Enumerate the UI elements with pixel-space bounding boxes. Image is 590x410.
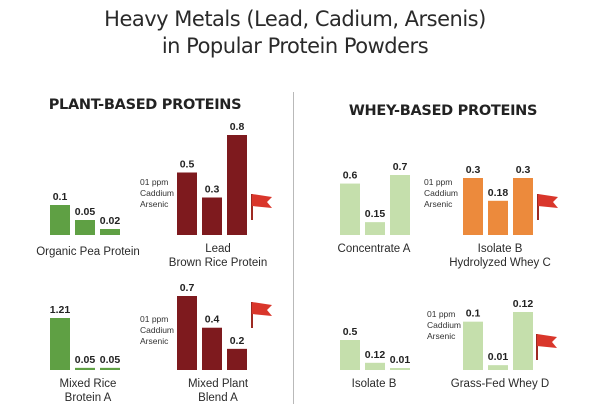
- red-flag-icon: [252, 194, 272, 208]
- bar: [50, 205, 70, 235]
- bar-value-label: 0.4: [205, 314, 220, 326]
- chart-title-line1: Heavy Metals (Lead, Cadium, Arsenis): [104, 7, 486, 31]
- bar-value-label: 0.05: [100, 354, 121, 366]
- legend-entry: 01 ppm: [424, 177, 452, 187]
- panel-caption: Organic Pea Protein: [36, 246, 140, 258]
- bar-value-label: 0.3: [516, 164, 531, 176]
- bar: [340, 183, 360, 235]
- panel-caption: Concentrate A: [338, 243, 411, 255]
- bar-value-label: 0.12: [365, 349, 386, 361]
- bar: [227, 348, 247, 370]
- section-title-plant: PLANT-BASED PROTEINS: [48, 97, 242, 113]
- bar: [227, 135, 247, 235]
- bar: [177, 172, 197, 235]
- legend-entry: Arsenic: [140, 336, 169, 346]
- bar: [50, 318, 70, 370]
- panel-caption: Grass-Fed Whey D: [451, 378, 549, 390]
- bar-value-label: 0.02: [100, 215, 121, 227]
- section-title-whey: WHEY-BASED PROTEINS: [348, 103, 538, 119]
- bar-value-label: 0.1: [466, 308, 481, 320]
- bar: [340, 340, 360, 370]
- red-flag-icon: [252, 302, 272, 316]
- bar: [365, 222, 385, 235]
- panel-caption: Lead: [205, 243, 231, 255]
- bar: [513, 178, 533, 235]
- bar: [463, 178, 483, 235]
- panel-caption: Hydrolyzed Whey C: [449, 257, 551, 269]
- legend-entry: Caddium: [427, 320, 461, 330]
- bar-value-label: 0.6: [343, 170, 358, 182]
- bar-value-label: 0.15: [365, 208, 386, 220]
- bar-value-label: 0.05: [75, 354, 96, 366]
- panel-caption: Mixed Plant: [188, 378, 249, 390]
- legend-entry: 01 ppm: [427, 309, 455, 319]
- legend-entry: Caddium: [424, 188, 458, 198]
- legend-entry: Arsenic: [140, 199, 169, 209]
- legend-entry: Arsenic: [424, 199, 453, 209]
- bar-value-label: 0.18: [488, 187, 509, 199]
- bar-value-label: 1.21: [50, 304, 71, 316]
- bar: [513, 312, 533, 370]
- bar: [100, 367, 120, 370]
- bar-value-label: 0.7: [393, 161, 408, 173]
- bar-value-label: 0.05: [75, 206, 96, 218]
- chart-title-line2: in Popular Protein Powders: [161, 34, 429, 58]
- legend-entry: Caddium: [140, 325, 174, 335]
- bar: [488, 365, 508, 370]
- legend-entry: Arsenic: [427, 331, 456, 341]
- panel-caption: Blend A: [198, 392, 238, 404]
- panel-caption: Isolate B: [352, 378, 397, 390]
- section-divider: [293, 92, 294, 404]
- bar: [390, 368, 410, 370]
- bar-value-label: 0.3: [205, 184, 220, 196]
- panel-caption: Mixed Rice: [60, 378, 117, 390]
- bar: [75, 220, 95, 235]
- panel-caption: Brotein A: [65, 392, 112, 404]
- bar-value-label: 0.1: [53, 191, 68, 203]
- bar-value-label: 0.8: [230, 121, 245, 133]
- bar-value-label: 0.5: [343, 326, 358, 338]
- panel-caption: Brown Rice Protein: [169, 257, 267, 269]
- bar: [100, 229, 120, 235]
- bar-value-label: 0.01: [488, 351, 509, 363]
- legend-entry: Caddium: [140, 188, 174, 198]
- panel-caption: Isolate B: [478, 243, 523, 255]
- bar: [202, 197, 222, 235]
- bar: [390, 175, 410, 235]
- bar-value-label: 0.7: [180, 282, 195, 294]
- red-flag-icon: [537, 334, 557, 348]
- legend-entry: 01 ppm: [140, 177, 168, 187]
- bar-value-label: 0.5: [180, 159, 195, 171]
- bar: [202, 327, 222, 370]
- legend-entry: 01 ppm: [140, 314, 168, 324]
- bar: [463, 321, 483, 370]
- bar-value-label: 0.2: [230, 335, 245, 347]
- red-flag-icon: [538, 194, 558, 208]
- bar-value-label: 0.3: [466, 164, 481, 176]
- bar-value-label: 0.12: [513, 298, 534, 310]
- bar: [488, 200, 508, 235]
- bar: [177, 296, 197, 370]
- bar-value-label: 0.01: [390, 354, 411, 366]
- bar: [365, 362, 385, 370]
- bar: [75, 367, 95, 370]
